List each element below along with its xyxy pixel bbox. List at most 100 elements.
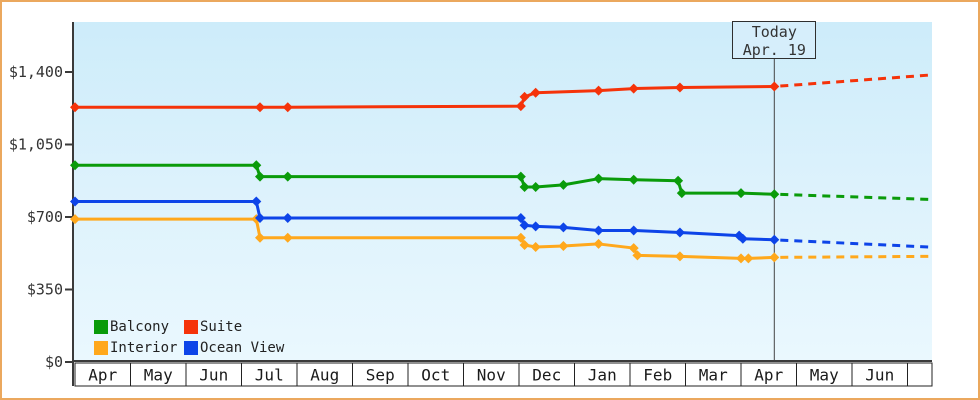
- data-point-marker: [70, 214, 80, 225]
- data-point-marker: [282, 171, 293, 182]
- series-projection-suite: [780, 73, 930, 88]
- data-point-marker: [558, 241, 569, 251]
- legend-label: Balcony: [110, 318, 170, 335]
- today-label: Today: [751, 23, 797, 41]
- data-point-marker: [769, 234, 780, 245]
- data-point-marker: [70, 160, 80, 171]
- data-point-marker: [558, 179, 569, 190]
- month-label: Jun: [865, 366, 894, 385]
- data-point-marker: [519, 220, 530, 231]
- data-point-marker: [628, 174, 639, 185]
- data-point-marker: [519, 91, 530, 102]
- month-label: Jul: [255, 366, 284, 385]
- month-label: Oct: [421, 366, 450, 385]
- legend-label: Interior: [110, 339, 178, 356]
- today-date: Apr. 19: [742, 41, 806, 59]
- suite-color-swatch-icon: [184, 319, 198, 334]
- month-label: Aug: [310, 366, 339, 385]
- data-point-marker: [736, 188, 746, 199]
- y-tick-label: $1,400: [9, 63, 63, 81]
- data-point-marker: [593, 173, 604, 184]
- data-point-marker: [628, 225, 639, 236]
- data-point-marker: [736, 253, 746, 264]
- ocean-view-color-swatch-icon: [184, 340, 198, 355]
- series-projection-ocean-view: [780, 238, 930, 249]
- month-label: Dec: [532, 366, 561, 385]
- y-tick: [65, 288, 73, 291]
- month-label: Mar: [699, 366, 728, 385]
- legend-label: Suite: [200, 318, 243, 335]
- data-point-marker: [515, 213, 526, 224]
- y-tick-label: $1,050: [9, 136, 63, 154]
- y-tick-label: $0: [45, 353, 63, 371]
- today-callout: Today Apr. 19: [732, 21, 817, 59]
- month-label: Apr: [754, 366, 783, 385]
- chart-legend: Balcony Suite Interior Ocean View: [94, 316, 284, 358]
- data-point-marker: [628, 243, 639, 254]
- month-label: Sep: [366, 366, 395, 385]
- month-label: Jan: [588, 366, 617, 385]
- data-point-marker: [530, 87, 541, 98]
- y-tick: [65, 216, 73, 218]
- month-label: Feb: [643, 366, 672, 385]
- data-point-marker: [530, 242, 541, 253]
- balcony-color-swatch-icon: [94, 319, 108, 334]
- data-point-marker: [255, 232, 265, 243]
- data-point-marker: [515, 171, 526, 182]
- data-point-marker: [282, 213, 293, 224]
- data-point-marker: [593, 85, 604, 96]
- data-point-marker: [674, 227, 685, 238]
- data-point-marker: [632, 250, 643, 261]
- data-point-marker: [676, 188, 687, 199]
- series-line-interior: [73, 217, 775, 260]
- y-tick: [65, 71, 73, 73]
- data-point-marker: [674, 251, 685, 262]
- y-tick: [65, 361, 73, 363]
- month-label: May: [144, 366, 173, 385]
- legend-item-interior: Interior: [94, 340, 184, 356]
- data-point-marker: [251, 196, 262, 207]
- data-point-marker: [743, 253, 754, 264]
- data-point-marker: [251, 160, 262, 171]
- data-point-marker: [519, 181, 530, 192]
- data-point-marker: [628, 83, 639, 94]
- data-point-marker: [530, 221, 541, 232]
- data-point-marker: [515, 101, 526, 112]
- interior-color-swatch-icon: [94, 340, 108, 355]
- data-point-marker: [255, 102, 265, 113]
- data-point-marker: [674, 82, 685, 93]
- data-point-marker: [769, 189, 780, 200]
- data-point-marker: [255, 171, 265, 182]
- month-label: Nov: [477, 366, 506, 385]
- data-point-marker: [593, 238, 604, 249]
- y-tick: [65, 143, 73, 146]
- legend-item-ocean-view: Ocean View: [184, 340, 284, 356]
- data-point-marker: [737, 233, 748, 244]
- y-tick-label: $350: [27, 281, 63, 299]
- series-projection-balcony: [780, 192, 930, 201]
- data-point-marker: [519, 239, 530, 250]
- data-point-marker: [255, 213, 265, 224]
- data-point-marker: [70, 102, 80, 113]
- data-point-marker: [70, 196, 80, 207]
- data-point-marker: [558, 222, 569, 233]
- legend-row: Interior Ocean View: [94, 337, 284, 358]
- data-point-marker: [673, 175, 684, 186]
- data-point-marker: [769, 252, 780, 263]
- month-cell-empty: [907, 362, 933, 387]
- data-point-marker: [530, 181, 541, 192]
- month-label: May: [810, 366, 839, 385]
- data-point-marker: [282, 102, 293, 113]
- data-point-marker: [282, 232, 293, 243]
- x-axis-line: [72, 360, 932, 362]
- plot-area: [74, 22, 932, 362]
- data-point-marker: [593, 225, 604, 236]
- legend-item-balcony: Balcony: [94, 319, 184, 335]
- legend-item-suite: Suite: [184, 319, 242, 335]
- month-label: Jun: [199, 366, 228, 385]
- data-point-marker: [515, 232, 526, 243]
- y-tick-label: $700: [27, 208, 63, 226]
- series-projection-interior: [780, 254, 930, 259]
